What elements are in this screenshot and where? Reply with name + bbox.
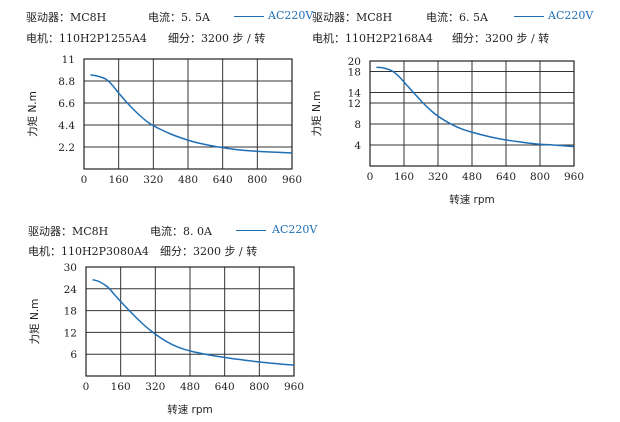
y-tick-label: 20 [348, 56, 361, 68]
y-tick-label: 18 [64, 306, 77, 318]
y-tick-label: 8.8 [58, 76, 75, 88]
x-tick-label: 960 [284, 381, 304, 393]
x-tick-label: 160 [394, 171, 414, 183]
y-tick-label: 30 [64, 262, 77, 274]
x-tick-label: 800 [247, 174, 267, 186]
y-tick-label: 4 [354, 140, 361, 152]
current-label: 电流：6. 5A [426, 11, 488, 24]
plot-frame [85, 266, 295, 377]
chart-panel-1: 驱动器：MC8H 电流：5. 5A AC220V 电机：110H2P1255A4… [0, 0, 314, 210]
subdivision-label: 细分：3200 步 / 转 [160, 245, 258, 258]
x-axis-label: 转速 rpm [449, 193, 495, 206]
x-tick-label: 480 [462, 171, 482, 183]
y-tick-label: 14 [348, 88, 362, 100]
x-tick-label: 160 [111, 381, 131, 393]
y-tick-label: 12 [348, 98, 361, 110]
x-tick-label: 640 [215, 381, 235, 393]
x-tick-label: 800 [530, 171, 550, 183]
torque-curve [90, 74, 293, 154]
x-tick-label: 0 [83, 381, 90, 393]
y-axis-label: 力矩 N.m [310, 91, 323, 137]
y-axis-label: 力矩 N.m [28, 299, 41, 345]
x-tick-label: 320 [428, 171, 448, 183]
x-tick-label: 320 [143, 174, 163, 186]
y-tick-label: 2.2 [58, 142, 75, 154]
legend-line [236, 230, 266, 231]
legend-line [514, 16, 544, 17]
y-tick-label: 18 [348, 67, 361, 79]
driver-label: 驱动器：MC8H [312, 11, 393, 24]
legend-line [234, 16, 264, 17]
x-tick-label: 320 [145, 381, 165, 393]
x-tick-label: 160 [109, 174, 129, 186]
torque-chart-3: 0 160 320 480 640 800 960 6 12 18 24 30 力矩 N.m 转速 rpm [28, 262, 304, 416]
x-tick-label: 0 [367, 171, 374, 183]
current-label: 电流：5. 5A [148, 11, 210, 24]
y-tick-label: 12 [64, 327, 77, 339]
plot-frame [369, 60, 575, 167]
x-tick-label: 960 [564, 171, 584, 183]
torque-curve [376, 66, 575, 148]
driver-label: 驱动器：MC8H [26, 11, 107, 24]
legend-label: AC220V [268, 9, 314, 22]
y-tick-label: 4.4 [58, 120, 75, 132]
x-tick-label: 480 [178, 174, 198, 186]
y-tick-label: 6 [70, 349, 77, 361]
current-label: 电流：8. 0A [150, 225, 212, 238]
y-tick-label: 11 [62, 54, 75, 66]
subdivision-label: 细分：3200 步 / 转 [168, 32, 266, 45]
legend-label: AC220V [548, 9, 594, 22]
y-tick-label: 6.6 [58, 98, 75, 110]
driver-label: 驱动器：MC8H [28, 225, 109, 238]
torque-curve [92, 278, 295, 366]
y-tick-label: 24 [64, 284, 78, 296]
x-tick-label: 640 [496, 171, 516, 183]
x-axis-label: 转速 rpm [167, 403, 213, 416]
motor-label: 电机：110H2P1255A4 [26, 32, 147, 45]
x-tick-label: 0 [81, 174, 88, 186]
x-tick-label: 640 [213, 174, 233, 186]
x-tick-label: 800 [249, 381, 269, 393]
y-axis-label: 力矩 N.m [26, 91, 39, 137]
subdivision-label: 细分：3200 步 / 转 [452, 32, 550, 45]
motor-label: 电机：110H2P3080A4 [28, 245, 149, 258]
chart-panel-3: 驱动器：MC8H 电流：8. 0A AC220V 电机：110H2P3080A4… [0, 215, 320, 422]
legend-label: AC220V [272, 223, 318, 236]
motor-label: 电机：110H2P2168A4 [312, 32, 433, 45]
chart-panel-2: 驱动器：MC8H 电流：6. 5A AC220V 电机：110H2P2168A4… [310, 0, 620, 210]
torque-chart-1: 0 160 320 480 640 800 960 2.2 4.4 6.6 8.8 11 力矩 N.m [26, 54, 302, 186]
x-tick-label: 960 [282, 174, 302, 186]
plot-frame [83, 58, 293, 170]
x-tick-label: 480 [180, 381, 200, 393]
y-tick-label: 8 [354, 119, 361, 131]
